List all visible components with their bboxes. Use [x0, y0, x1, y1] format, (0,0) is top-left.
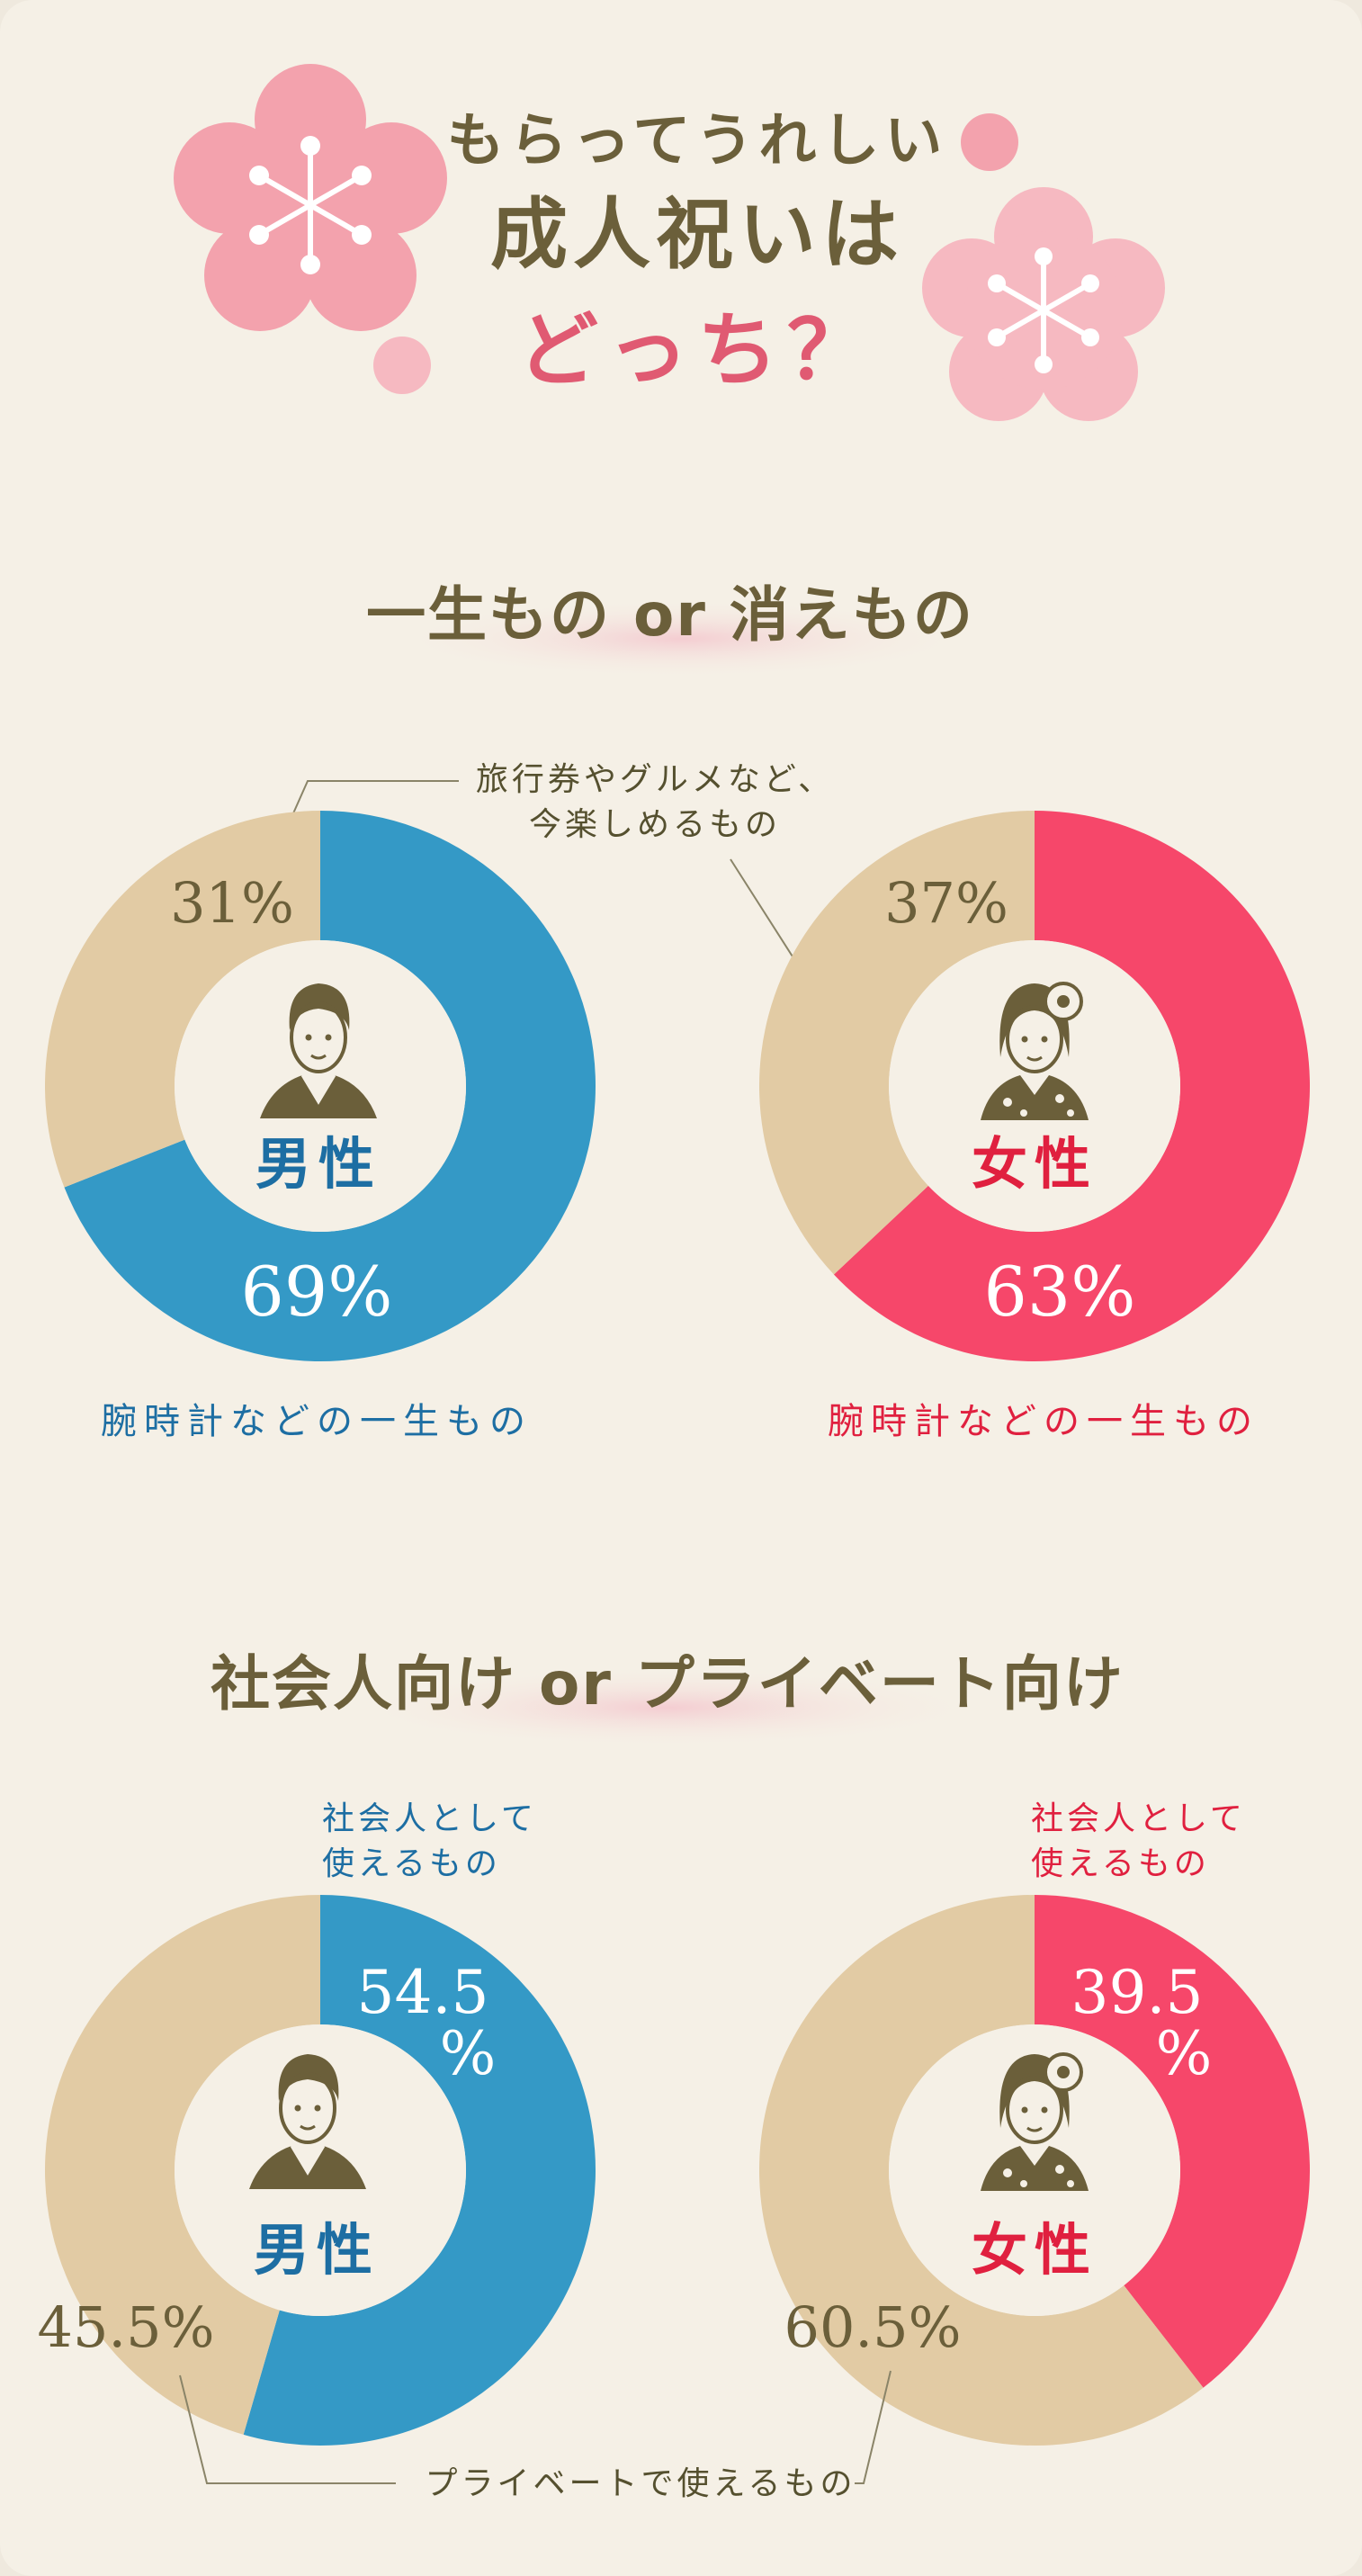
donut-slice-main — [243, 1895, 596, 2446]
donut-chart-s1-male — [44, 811, 596, 1361]
woman-avatar-icon — [981, 2052, 1089, 2191]
s2-female-main-pct-unit: % — [1156, 2019, 1213, 2088]
s2-male-caption-line1: 社会人として — [322, 1800, 537, 1837]
s2-female-main-pct-num: 39.5 — [1071, 1958, 1204, 2027]
section1-note-line1: 旅行券やグルメなど、 — [476, 761, 834, 798]
donut-chart-s1-female — [759, 810, 1311, 1361]
s1-female-label: 女性 — [972, 1131, 1098, 1197]
s1-male-other-pct: 31% — [170, 870, 294, 936]
s2-female-caption-line2: 使えるもの — [1031, 1845, 1210, 1882]
decor-dot-2 — [961, 113, 1018, 171]
s1-male-label: 男性 — [255, 1131, 381, 1197]
donut-hole — [175, 940, 466, 1232]
section1-title: 一生もの or 消えもの — [366, 580, 974, 650]
donut-slice-main — [1035, 1895, 1311, 2388]
s1-female-caption: 腕時計などの一生もの — [828, 1401, 1259, 1442]
plum-blossom-left-icon — [174, 64, 447, 331]
s2-male-other-pct: 45.5% — [38, 2294, 215, 2360]
header-title-line3: どっち？ — [517, 303, 877, 398]
header-title-line2: 成人祝いは — [490, 190, 904, 280]
section2-title: 社会人向け or プライベート向け — [211, 1649, 1125, 1719]
s2-female-label: 女性 — [972, 2217, 1098, 2283]
s1-male-main-pct: 69% — [241, 1252, 393, 1332]
s2-leader-male — [179, 2374, 396, 2484]
man-avatar-icon — [249, 2054, 366, 2189]
s2-female-other-pct: 60.5% — [784, 2294, 962, 2360]
donut-slice-other — [759, 1895, 1204, 2446]
s2-male-main-pct-num: 54.5 — [357, 1958, 489, 2027]
plum-blossom-right-icon — [922, 187, 1165, 421]
s2-male-main-pct-unit: % — [440, 2019, 497, 2088]
woman-avatar-icon — [981, 982, 1089, 1120]
donut-slice-main — [833, 811, 1311, 1361]
s2-female-caption-line1: 社会人として — [1031, 1800, 1246, 1837]
donut-slice-main — [64, 811, 596, 1361]
man-avatar-icon — [260, 983, 377, 1118]
s1-female-other-pct: 37% — [884, 870, 1008, 936]
header-title-line1: もらってうれしい — [447, 108, 948, 175]
section2-title-glow — [342, 1667, 990, 1748]
donut-slice-other — [44, 811, 320, 1188]
decor-dot-1 — [373, 337, 431, 394]
s2-bottom-note: プライベートで使えるもの — [426, 2465, 856, 2502]
s2-leader-female — [855, 2370, 892, 2484]
s1-male-caption: 腕時計などの一生もの — [101, 1401, 533, 1442]
s2-male-label: 男性 — [254, 2217, 380, 2283]
donut-hole — [889, 940, 1180, 1232]
section1-note-line2: 今楽しめるもの — [529, 806, 781, 843]
donut-slice-other — [759, 810, 1035, 1275]
s2-male-caption-line2: 使えるもの — [322, 1845, 501, 1882]
section1-title-glow — [384, 598, 978, 679]
s1-female-main-pct: 63% — [984, 1252, 1136, 1332]
donut-slice-other — [44, 1895, 321, 2435]
